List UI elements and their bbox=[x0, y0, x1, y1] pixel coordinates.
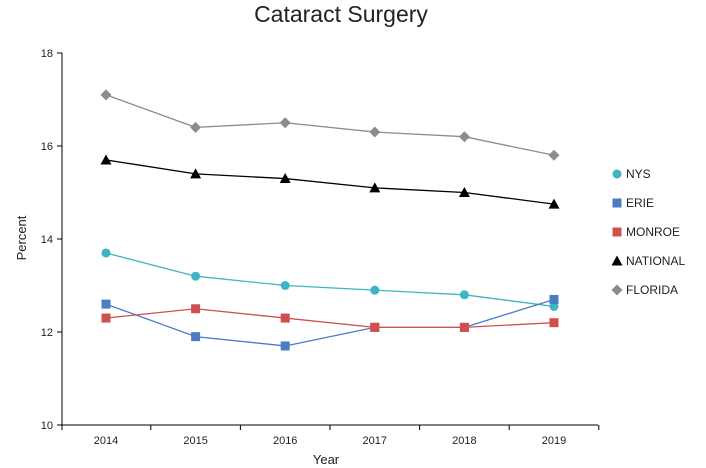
data-point-nys bbox=[101, 248, 111, 258]
y-tick-label: 12 bbox=[41, 327, 53, 339]
data-point-national bbox=[369, 182, 381, 193]
data-point-national bbox=[548, 198, 560, 209]
legend-marker-monroe bbox=[612, 227, 622, 237]
series-nys bbox=[101, 248, 559, 311]
series-monroe bbox=[101, 304, 559, 332]
legend-label-florida: FLORIDA bbox=[626, 283, 678, 297]
x-tick-label: 2017 bbox=[363, 435, 387, 447]
y-axis-label: Percent bbox=[14, 215, 29, 260]
data-point-nys bbox=[370, 285, 380, 295]
legend-label-national: NATIONAL bbox=[626, 254, 685, 268]
legend-item-national: NATIONAL bbox=[611, 254, 685, 268]
x-tick-label: 2019 bbox=[542, 435, 566, 447]
data-point-monroe bbox=[459, 322, 469, 332]
legend-label-erie: ERIE bbox=[626, 196, 654, 210]
data-point-erie bbox=[191, 332, 201, 342]
data-point-national bbox=[279, 173, 291, 184]
series-line-nys bbox=[105, 252, 555, 308]
data-point-florida bbox=[548, 149, 560, 161]
series-layer bbox=[100, 89, 560, 351]
data-point-nys bbox=[191, 271, 201, 281]
y-tick-label: 14 bbox=[41, 234, 53, 246]
data-point-monroe bbox=[191, 304, 201, 314]
y-tick-label: 16 bbox=[41, 141, 53, 153]
data-point-florida bbox=[458, 131, 470, 143]
legend-item-erie: ERIE bbox=[612, 196, 654, 210]
series-line-national bbox=[105, 159, 555, 205]
data-point-florida bbox=[190, 121, 202, 133]
data-point-nys bbox=[459, 290, 469, 300]
legend-marker-national bbox=[611, 255, 623, 266]
data-point-national bbox=[100, 154, 112, 165]
legend-marker-nys bbox=[612, 169, 622, 179]
data-point-nys bbox=[549, 301, 559, 311]
series-line-monroe bbox=[105, 308, 555, 329]
data-point-national bbox=[458, 187, 470, 197]
data-point-monroe bbox=[549, 318, 559, 328]
y-tick-label: 10 bbox=[41, 420, 53, 432]
data-point-monroe bbox=[280, 313, 290, 323]
x-tick-label: 2016 bbox=[273, 435, 297, 447]
y-tick-label: 18 bbox=[41, 48, 53, 60]
data-point-monroe bbox=[101, 313, 111, 323]
data-point-erie bbox=[549, 294, 559, 304]
series-national bbox=[100, 154, 560, 209]
axes: 10 12 14 16 18 2014 2015 2016 2017 2018 2019 bbox=[41, 48, 600, 447]
legend-marker-erie bbox=[612, 198, 622, 208]
series-florida bbox=[100, 89, 560, 161]
series-line-florida bbox=[105, 94, 555, 156]
legend-label-nys: NYS bbox=[626, 167, 651, 181]
data-point-florida bbox=[369, 126, 381, 138]
x-tick-label: 2014 bbox=[94, 435, 118, 447]
legend: NYS ERIE MONROE NATIONAL FLORIDA bbox=[611, 167, 685, 297]
legend-label-monroe: MONROE bbox=[626, 225, 680, 239]
x-tick-label: 2018 bbox=[452, 435, 476, 447]
data-point-erie bbox=[280, 341, 290, 351]
x-tick-label: 2015 bbox=[183, 435, 207, 447]
legend-item-monroe: MONROE bbox=[612, 225, 680, 239]
data-point-florida bbox=[100, 89, 112, 101]
legend-item-florida: FLORIDA bbox=[611, 283, 678, 297]
data-point-national bbox=[190, 168, 202, 179]
chart-title: Cataract Surgery bbox=[254, 1, 428, 27]
data-point-erie bbox=[101, 299, 111, 309]
x-axis-label: Year bbox=[313, 452, 340, 467]
legend-marker-florida bbox=[611, 284, 623, 296]
data-point-monroe bbox=[370, 322, 380, 332]
legend-item-nys: NYS bbox=[612, 167, 651, 181]
data-point-florida bbox=[279, 117, 291, 129]
data-point-nys bbox=[280, 281, 290, 290]
series-line-erie bbox=[105, 298, 555, 347]
